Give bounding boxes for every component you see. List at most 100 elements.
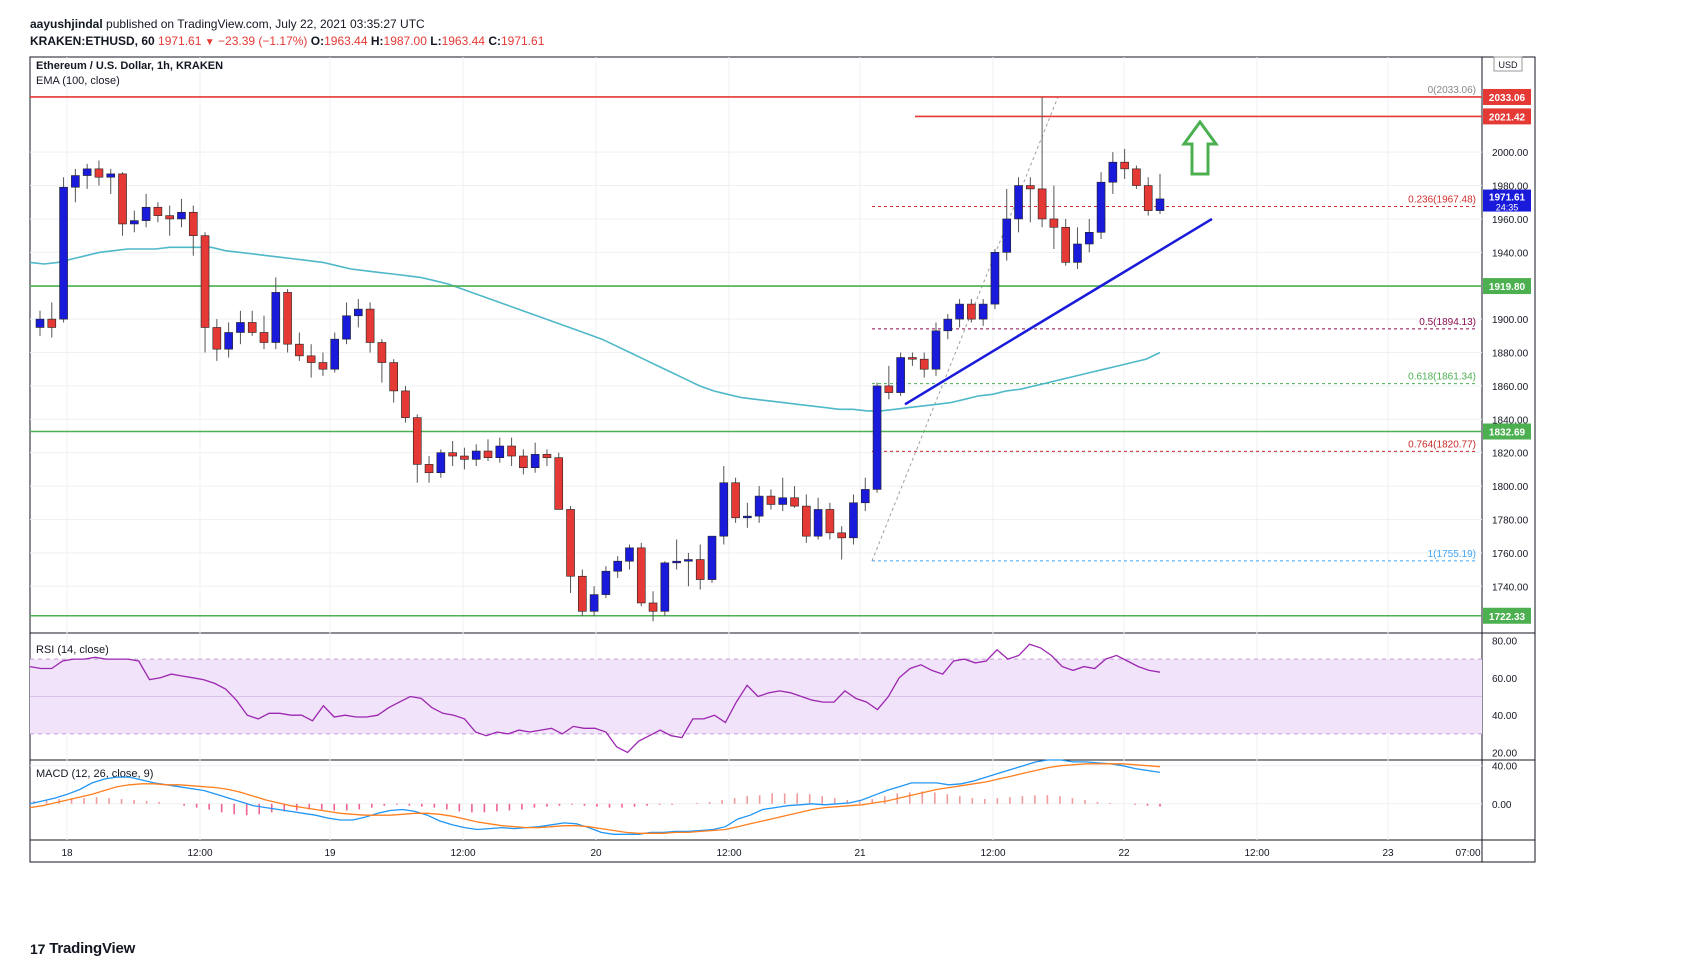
- candle-down: [460, 455, 469, 460]
- candle-down: [790, 497, 799, 507]
- candle-up: [684, 559, 693, 562]
- fib-level-label: 0.764(1820.77): [1408, 439, 1476, 450]
- candle-down: [566, 509, 575, 577]
- level-price-tag-label: 1832.69: [1489, 428, 1526, 439]
- candle-up: [943, 318, 953, 332]
- candle-down: [295, 343, 304, 357]
- tradingview-logo-icon: 17: [30, 940, 46, 957]
- fib-level-label: 0(2033.06): [1428, 85, 1476, 96]
- level-price-tag: [1483, 88, 1531, 105]
- candle-down: [283, 292, 292, 345]
- candle-down: [448, 452, 457, 457]
- price-tick-label: 1740.00: [1492, 582, 1529, 593]
- candle-down: [884, 385, 894, 393]
- close-value: 1971.61: [500, 34, 545, 48]
- candle-down: [967, 303, 976, 320]
- candle-up: [990, 252, 1000, 305]
- high-value: 1987.00: [383, 34, 427, 48]
- time-tick-label: 12:00: [980, 848, 1005, 859]
- time-tick-label: 19: [324, 848, 336, 859]
- candle-down: [165, 215, 174, 220]
- tradingview-logo[interactable]: 17 TradingView: [30, 940, 135, 957]
- candle-up: [860, 489, 870, 504]
- candle-up: [660, 562, 670, 612]
- level-price-tag: [1483, 108, 1531, 125]
- open-label: O:: [310, 34, 325, 48]
- candle-up: [589, 594, 599, 612]
- candle-down: [1120, 161, 1129, 170]
- price-tick-label: 1760.00: [1492, 549, 1529, 560]
- time-tick-label: 12:00: [450, 848, 475, 859]
- candle-up: [495, 445, 505, 458]
- level-price-tag-label: 1919.80: [1489, 282, 1526, 293]
- candle-up: [330, 338, 340, 370]
- candle-down: [731, 482, 740, 519]
- price-tick-label: 1900.00: [1492, 315, 1529, 326]
- price-tick-label: 1840.00: [1492, 415, 1529, 426]
- high-label: H:: [370, 34, 384, 48]
- chart-frame: [29, 56, 1536, 863]
- candle-up: [1084, 232, 1094, 245]
- time-tick-label: 18: [61, 848, 73, 859]
- candle-up: [59, 186, 68, 320]
- macd-tick-label: 40.00: [1492, 762, 1517, 773]
- symbol-name[interactable]: KRAKEN:ETHUSD, 60: [30, 34, 155, 48]
- tradingview-logo-text: TradingView: [49, 940, 136, 957]
- currency-label: USD: [1498, 60, 1518, 70]
- candle-up: [71, 175, 80, 188]
- candle-up: [471, 450, 481, 460]
- candle-down: [648, 602, 658, 612]
- candle-up: [35, 318, 45, 328]
- candle-up: [872, 385, 882, 490]
- macd-tick-label: 0.00: [1492, 800, 1512, 811]
- candle-up: [271, 292, 281, 343]
- candle-up: [436, 452, 446, 474]
- candle-down: [542, 454, 552, 458]
- candle-up: [1108, 161, 1118, 183]
- candle-up: [1096, 181, 1106, 233]
- up-arrow-icon: [1181, 119, 1219, 176]
- candle-down: [94, 168, 104, 178]
- candle-up: [896, 357, 905, 393]
- last-price: 1971.61: [158, 34, 202, 48]
- rsi-line: [29, 643, 1161, 754]
- price-tick-label: 1800.00: [1492, 482, 1529, 493]
- candle-down: [1143, 185, 1153, 211]
- level-price-tag-label: 2021.42: [1489, 112, 1526, 123]
- countdown-timer: 24:35: [1496, 203, 1519, 213]
- time-tick-label: 23: [1382, 848, 1394, 859]
- candle-down: [919, 358, 929, 370]
- time-tick-label: 21: [854, 848, 866, 859]
- down-triangle-icon: ▼: [204, 37, 215, 48]
- candle-down: [401, 390, 410, 418]
- fib-level-label: 0.618(1861.34): [1408, 372, 1476, 383]
- close-label: C:: [488, 34, 501, 48]
- level-price-tag-label: 2033.06: [1489, 93, 1526, 104]
- low-label: L:: [430, 34, 442, 48]
- candle-down: [766, 495, 776, 505]
- candle-up: [1073, 243, 1082, 263]
- author-name[interactable]: aayushjindal: [30, 17, 103, 31]
- candle-down: [636, 547, 646, 604]
- rsi-tick-label: 80.00: [1492, 636, 1517, 647]
- candle-down: [908, 357, 917, 360]
- candle-up: [672, 560, 681, 564]
- candle-up: [625, 547, 634, 562]
- price-tick-label: 1780.00: [1492, 515, 1529, 526]
- macd-signal-line: [29, 763, 1161, 834]
- time-tick-label: 12:00: [1244, 848, 1269, 859]
- candle-up: [613, 560, 622, 572]
- published-text: published on TradingView.com, July 22, 2…: [106, 17, 425, 31]
- candle-up: [82, 168, 92, 176]
- candle-down: [507, 445, 516, 457]
- time-tick-label: 12:00: [716, 848, 741, 859]
- price-pane-title: Ethereum / U.S. Dollar, 1h, KRAKEN: [36, 60, 223, 72]
- candle-down: [318, 362, 328, 370]
- candle-down: [188, 211, 198, 236]
- candle-up: [719, 482, 729, 537]
- candle-down: [825, 509, 835, 534]
- time-tick-label: 07:00: [1455, 848, 1480, 859]
- candle-up: [743, 515, 752, 519]
- open-value: 1963.44: [324, 34, 368, 48]
